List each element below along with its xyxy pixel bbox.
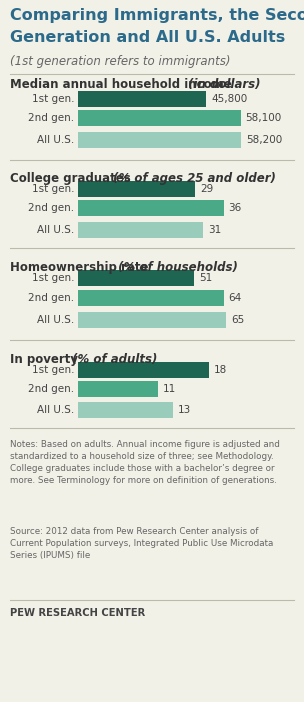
Bar — [78, 312, 226, 328]
Bar — [78, 362, 209, 378]
Text: All U.S.: All U.S. — [37, 225, 74, 235]
Bar — [78, 402, 173, 418]
Text: 1st gen.: 1st gen. — [32, 184, 74, 194]
Text: PEW RESEARCH CENTER: PEW RESEARCH CENTER — [10, 608, 145, 618]
Text: In poverty: In poverty — [10, 353, 78, 366]
Text: 1st gen.: 1st gen. — [32, 273, 74, 283]
Bar — [78, 381, 158, 397]
Text: Source: 2012 data from Pew Research Center analysis of
Current Population survey: Source: 2012 data from Pew Research Cent… — [10, 527, 273, 560]
Text: 2nd gen.: 2nd gen. — [28, 203, 74, 213]
Text: (% of adults): (% of adults) — [68, 353, 157, 366]
Text: All U.S.: All U.S. — [37, 405, 74, 415]
Text: Comparing Immigrants, the Second: Comparing Immigrants, the Second — [10, 8, 304, 23]
Text: Median annual household income: Median annual household income — [10, 78, 232, 91]
Text: 18: 18 — [214, 365, 227, 375]
Text: 11: 11 — [163, 384, 176, 394]
Bar — [78, 290, 224, 306]
Text: 2nd gen.: 2nd gen. — [28, 293, 74, 303]
Bar — [78, 270, 194, 286]
Text: 29: 29 — [200, 184, 213, 194]
Text: 2nd gen.: 2nd gen. — [28, 113, 74, 123]
Bar — [78, 200, 224, 216]
Text: (% of households): (% of households) — [114, 261, 238, 274]
Text: 58,100: 58,100 — [246, 113, 282, 123]
Text: 64: 64 — [229, 293, 242, 303]
Text: (% of ages 25 and older): (% of ages 25 and older) — [109, 172, 275, 185]
Text: 2nd gen.: 2nd gen. — [28, 384, 74, 394]
Bar — [78, 222, 203, 238]
Text: Generation and All U.S. Adults: Generation and All U.S. Adults — [10, 30, 285, 45]
Text: 1st gen.: 1st gen. — [32, 94, 74, 104]
Bar — [78, 132, 241, 148]
Text: (in dollars): (in dollars) — [184, 78, 261, 91]
Text: 51: 51 — [199, 273, 212, 283]
Text: 65: 65 — [231, 315, 244, 325]
Text: Homeownership rate: Homeownership rate — [10, 261, 148, 274]
Text: 31: 31 — [208, 225, 222, 235]
Text: 1st gen.: 1st gen. — [32, 365, 74, 375]
Text: 45,800: 45,800 — [211, 94, 247, 104]
Text: 36: 36 — [229, 203, 242, 213]
Text: 58,200: 58,200 — [246, 135, 282, 145]
Text: College graduates: College graduates — [10, 172, 131, 185]
Text: (1st generation refers to immigrants): (1st generation refers to immigrants) — [10, 55, 230, 68]
Text: 13: 13 — [178, 405, 191, 415]
Bar — [78, 91, 206, 107]
Text: All U.S.: All U.S. — [37, 135, 74, 145]
Bar — [78, 181, 195, 197]
Bar — [78, 110, 241, 126]
Text: All U.S.: All U.S. — [37, 315, 74, 325]
Text: Notes: Based on adults. Annual income figure is adjusted and
standardized to a h: Notes: Based on adults. Annual income fi… — [10, 440, 280, 486]
